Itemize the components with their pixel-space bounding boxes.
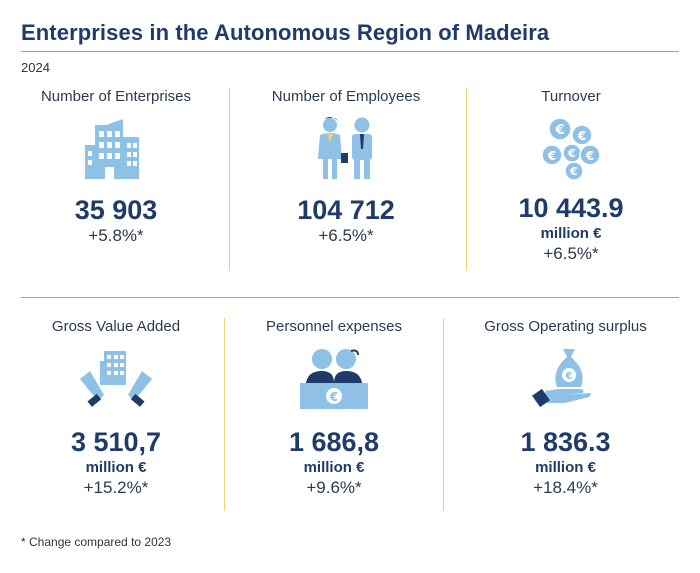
indicator-change: +6.5%*	[318, 226, 374, 245]
svg-text:€: €	[329, 390, 338, 404]
indicator-turnover: Turnover € € € € € € 10 443.9 million € …	[481, 88, 661, 264]
footnote: * Change compared to 2023	[21, 535, 172, 549]
indicator-unit: million €	[540, 225, 602, 242]
indicator-label: Number of Enterprises	[40, 88, 192, 105]
svg-text:€: €	[547, 149, 556, 163]
indicator-change: +9.6%*	[306, 478, 362, 497]
employees-icon	[318, 117, 372, 179]
separator-top-2	[466, 88, 467, 271]
section-divider	[21, 297, 679, 298]
page-title: Enterprises in the Autonomous Region of …	[21, 20, 550, 45]
indicator-value: 1 836.3	[520, 427, 611, 457]
indicator-employees: Number of Employees 104 712 +6.5%*	[241, 88, 451, 246]
indicator-change: +5.8%*	[88, 226, 144, 245]
indicator-unit: million €	[535, 459, 596, 476]
separator-bottom-2	[443, 318, 444, 511]
indicator-change: +18.4%*	[533, 478, 598, 497]
indicator-gross-operating-surplus: Gross Operating surplus € 1 836.3 millio…	[458, 318, 673, 498]
indicator-unit: million €	[303, 459, 365, 476]
indicator-label: Personnel expenses	[266, 318, 402, 335]
separator-bottom-1	[224, 318, 225, 511]
indicator-label: Turnover	[541, 88, 601, 105]
title-divider	[21, 51, 679, 52]
money-bag-hand-icon: €	[531, 349, 591, 408]
indicator-gross-value-added: Gross Value Added 3 510,7 million € +15.…	[21, 318, 211, 498]
building-icon	[85, 119, 139, 179]
indicator-value: 1 686,8	[288, 427, 380, 457]
indicator-label: Gross Operating surplus	[484, 318, 647, 335]
svg-text:€: €	[569, 165, 578, 178]
hands-building-icon	[80, 351, 152, 407]
indicator-unit: million €	[85, 459, 147, 476]
indicator-value: 35 903	[74, 195, 158, 225]
indicator-value: 3 510,7	[70, 427, 162, 457]
year-label: 2024	[21, 60, 50, 75]
indicator-enterprises: Number of Enterprises 35 903 +5.8%*	[21, 88, 211, 246]
euro-coins-icon: € € € € € €	[541, 117, 601, 181]
svg-text:€: €	[554, 123, 564, 138]
indicator-value: 10 443.9	[518, 193, 624, 223]
indicator-value: 104 712	[297, 195, 395, 225]
svg-text:€: €	[577, 129, 586, 143]
indicator-change: +6.5%*	[543, 244, 599, 263]
staff-desk-icon: €	[300, 349, 368, 409]
svg-text:€: €	[564, 371, 572, 382]
indicator-label: Number of Employees	[271, 88, 421, 105]
svg-text:€: €	[585, 149, 594, 163]
svg-text:€: €	[567, 147, 576, 160]
indicator-change: +15.2%*	[83, 478, 149, 497]
separator-top-1	[229, 88, 230, 271]
indicator-personnel-expenses: Personnel expenses € 1 686,8 million € +…	[236, 318, 432, 498]
indicator-label: Gross Value Added	[51, 318, 181, 335]
